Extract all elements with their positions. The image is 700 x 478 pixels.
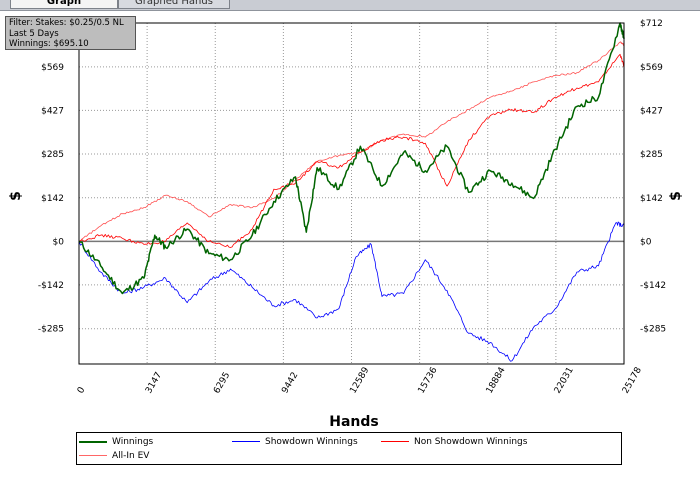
series-line-winnings xyxy=(78,22,625,295)
y-tick-label-right: $142 xyxy=(640,194,663,204)
tab-graphed-hands[interactable]: Graphed Hands xyxy=(118,0,230,9)
y-tick-label-left: $569 xyxy=(41,63,64,73)
filter-period: Last 5 Days xyxy=(9,28,59,39)
y-tick-label-left: -$285 xyxy=(38,325,64,335)
legend-label: Showdown Winnings xyxy=(265,437,358,447)
legend-label: Winnings xyxy=(112,437,154,447)
x-axis-label: Hands xyxy=(329,414,379,430)
legend-swatch xyxy=(232,441,260,442)
filter-winnings: Winnings: $695.10 xyxy=(9,39,89,49)
x-tick-label: 9442 xyxy=(280,371,300,396)
plot-area xyxy=(79,23,624,364)
y-tick-label-right: $0 xyxy=(640,237,652,247)
legend-item-showdown-winnings: Showdown Winnings xyxy=(232,436,358,448)
x-tick-label: 12589 xyxy=(348,365,371,395)
y-tick-label-right: -$285 xyxy=(640,325,666,335)
legend-label: All-In EV xyxy=(112,451,150,461)
y-tick-label-left: $285 xyxy=(41,150,64,160)
legend: Winnings Showdown Winnings Non Showdown … xyxy=(76,432,622,465)
filter-info-box: Filter: Stakes: $0.25/0.5 NL Last 5 Days… xyxy=(5,16,136,50)
x-tick-label: 22031 xyxy=(553,366,576,396)
y-axis-label-right: $ xyxy=(668,191,684,201)
y-tick-label-left: $142 xyxy=(41,194,64,204)
x-tick-label: 18884 xyxy=(485,365,508,395)
y-tick-label-right: $427 xyxy=(640,106,663,116)
y-tick-label-left: $427 xyxy=(41,106,64,116)
x-tick-label: 3147 xyxy=(144,371,164,396)
legend-label: Non Showdown Winnings xyxy=(414,437,528,447)
y-tick-label-left: -$142 xyxy=(38,281,64,291)
filter-stakes: Filter: Stakes: $0.25/0.5 NL xyxy=(9,18,124,28)
x-tick-label: 25178 xyxy=(621,365,644,395)
x-tick-label: 6295 xyxy=(212,371,232,396)
x-tick-label: 15736 xyxy=(417,365,440,395)
x-tick-label: 0 xyxy=(76,385,88,395)
y-tick-label-right: $712 xyxy=(640,19,663,29)
series-lines xyxy=(78,22,625,362)
y-tick-label-right: -$142 xyxy=(640,281,666,291)
legend-item-winnings: Winnings xyxy=(79,436,153,448)
legend-swatch xyxy=(79,440,107,443)
y-axis-label-left: $ xyxy=(8,191,24,201)
plot-frame xyxy=(78,22,625,365)
legend-item-non-showdown-winnings: Non Showdown Winnings xyxy=(381,436,527,448)
series-line-showdown-winnings xyxy=(78,221,625,362)
legend-swatch xyxy=(79,455,107,456)
legend-item-all-in-ev: All-In EV xyxy=(79,450,149,462)
legend-swatch xyxy=(381,441,409,442)
y-tick-label-right: $285 xyxy=(640,150,663,160)
tab-bar: Graph Graphed Hands xyxy=(0,0,700,11)
y-tick-label-left: $0 xyxy=(53,237,65,247)
series-line-non-showdown-winnings xyxy=(78,53,625,248)
y-tick-label-right: $569 xyxy=(640,63,663,73)
tab-graph[interactable]: Graph xyxy=(10,0,118,9)
